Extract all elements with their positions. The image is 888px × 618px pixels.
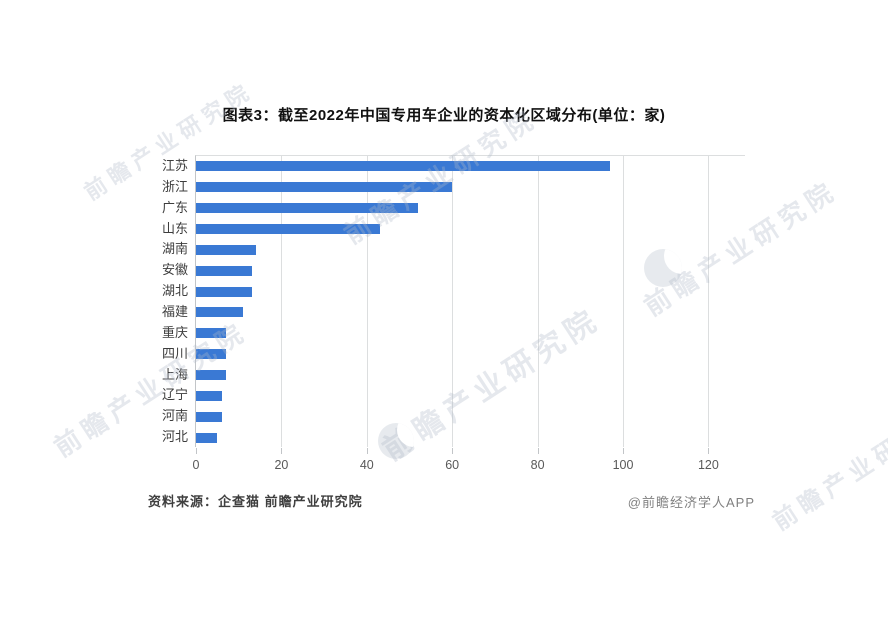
- bar: [196, 369, 226, 380]
- bar-row: 山东: [162, 219, 745, 240]
- category-label: 福建: [161, 304, 188, 319]
- source-note: 资料来源：企查猫 前瞻产业研究院: [148, 494, 363, 509]
- bar-row: 四川: [162, 344, 745, 365]
- category-label: 河北: [161, 429, 188, 445]
- x-tick-label: 60: [445, 458, 460, 472]
- bar: [196, 244, 256, 255]
- tick-mark-x-100: [623, 448, 624, 454]
- chart-title: 图表3：截至2022年中国专用车企业的资本化区域分布(单位：家): [222, 107, 666, 124]
- gridline-x-80: [537, 156, 539, 447]
- plot-area: 0 20 40 60 80 100 120 江苏浙江广东山东湖南安徽湖北福建重庆四川上海辽宁河…: [162, 155, 745, 472]
- bar-row: 广东: [162, 198, 745, 219]
- x-tick-label: 40: [359, 458, 374, 472]
- gridline-x-60: [452, 156, 454, 447]
- bar: [196, 265, 252, 276]
- category-label: 广东: [161, 199, 188, 215]
- bar: [196, 349, 226, 360]
- category-label: 辽宁: [161, 387, 188, 403]
- category-label: 安徽: [161, 262, 188, 278]
- category-label: 上海: [161, 366, 188, 382]
- bar-row: 湖北: [162, 281, 745, 302]
- bar: [196, 223, 380, 234]
- x-tick-label: 80: [530, 458, 545, 472]
- bar-row: 辽宁: [162, 385, 745, 406]
- tick-mark-x-60: [452, 448, 454, 454]
- bar-row: 河北: [162, 427, 745, 448]
- bar-row: 湖南: [162, 239, 745, 260]
- bar: [196, 203, 419, 214]
- watermark-text: 前瞻产业研究院: [768, 399, 888, 537]
- gridline-x-40: [366, 156, 368, 447]
- bar-row: 重庆: [162, 323, 745, 344]
- bar: [196, 161, 611, 172]
- x-tick-label: 100: [612, 458, 634, 472]
- tick-mark-x-0: [196, 448, 197, 454]
- tick-mark-x-120: [708, 448, 710, 454]
- credit-note: @前瞻经济学人APP: [627, 495, 755, 510]
- bar-row: 江苏: [162, 156, 745, 177]
- bar: [196, 286, 252, 297]
- bar: [196, 432, 218, 443]
- bar-row: 河南: [162, 406, 745, 427]
- category-label: 江苏: [161, 158, 188, 173]
- gridline-x-120: [708, 156, 710, 447]
- bar-row: 福建: [162, 302, 745, 323]
- bar-row: 浙江: [162, 177, 745, 198]
- gridline-x-20: [281, 156, 283, 447]
- bar: [196, 328, 226, 339]
- category-label: 湖南: [161, 241, 188, 257]
- gridline-x-100: [623, 156, 624, 447]
- tick-mark-x-40: [366, 448, 368, 454]
- bar: [196, 182, 453, 193]
- x-tick-label: 120: [697, 458, 719, 472]
- x-tick-label: 20: [274, 458, 289, 472]
- bar: [196, 307, 243, 318]
- category-label: 重庆: [161, 324, 188, 340]
- category-label: 河南: [161, 408, 188, 424]
- bar: [196, 390, 222, 401]
- bar-row: 安徽: [162, 260, 745, 281]
- x-tick-label: 0: [192, 458, 200, 472]
- category-label: 四川: [161, 345, 188, 361]
- bar-row: 上海: [162, 365, 745, 386]
- category-label: 山东: [161, 220, 188, 236]
- category-label: 浙江: [161, 178, 188, 194]
- category-label: 湖北: [161, 283, 188, 299]
- tick-mark-x-80: [537, 448, 539, 454]
- bar: [196, 411, 222, 422]
- tick-mark-x-20: [281, 448, 283, 454]
